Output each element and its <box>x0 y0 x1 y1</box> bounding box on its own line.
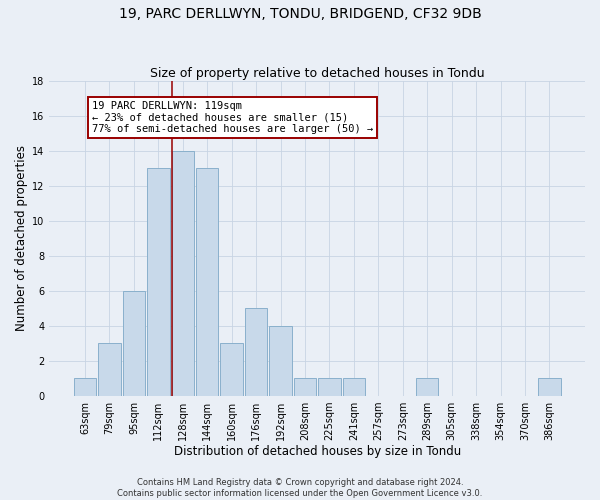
Text: 19, PARC DERLLWYN, TONDU, BRIDGEND, CF32 9DB: 19, PARC DERLLWYN, TONDU, BRIDGEND, CF32… <box>119 8 481 22</box>
Y-axis label: Number of detached properties: Number of detached properties <box>15 146 28 332</box>
Bar <box>220 344 243 396</box>
Title: Size of property relative to detached houses in Tondu: Size of property relative to detached ho… <box>150 66 485 80</box>
Bar <box>538 378 560 396</box>
Bar <box>318 378 341 396</box>
Bar <box>416 378 439 396</box>
Bar <box>172 150 194 396</box>
Bar <box>74 378 96 396</box>
Bar <box>147 168 170 396</box>
Bar <box>98 344 121 396</box>
Text: 19 PARC DERLLWYN: 119sqm
← 23% of detached houses are smaller (15)
77% of semi-d: 19 PARC DERLLWYN: 119sqm ← 23% of detach… <box>92 101 373 134</box>
Bar <box>196 168 218 396</box>
Bar <box>245 308 268 396</box>
Text: Contains HM Land Registry data © Crown copyright and database right 2024.
Contai: Contains HM Land Registry data © Crown c… <box>118 478 482 498</box>
Bar <box>343 378 365 396</box>
Bar <box>122 291 145 396</box>
Bar <box>269 326 292 396</box>
X-axis label: Distribution of detached houses by size in Tondu: Distribution of detached houses by size … <box>173 444 461 458</box>
Bar <box>294 378 316 396</box>
